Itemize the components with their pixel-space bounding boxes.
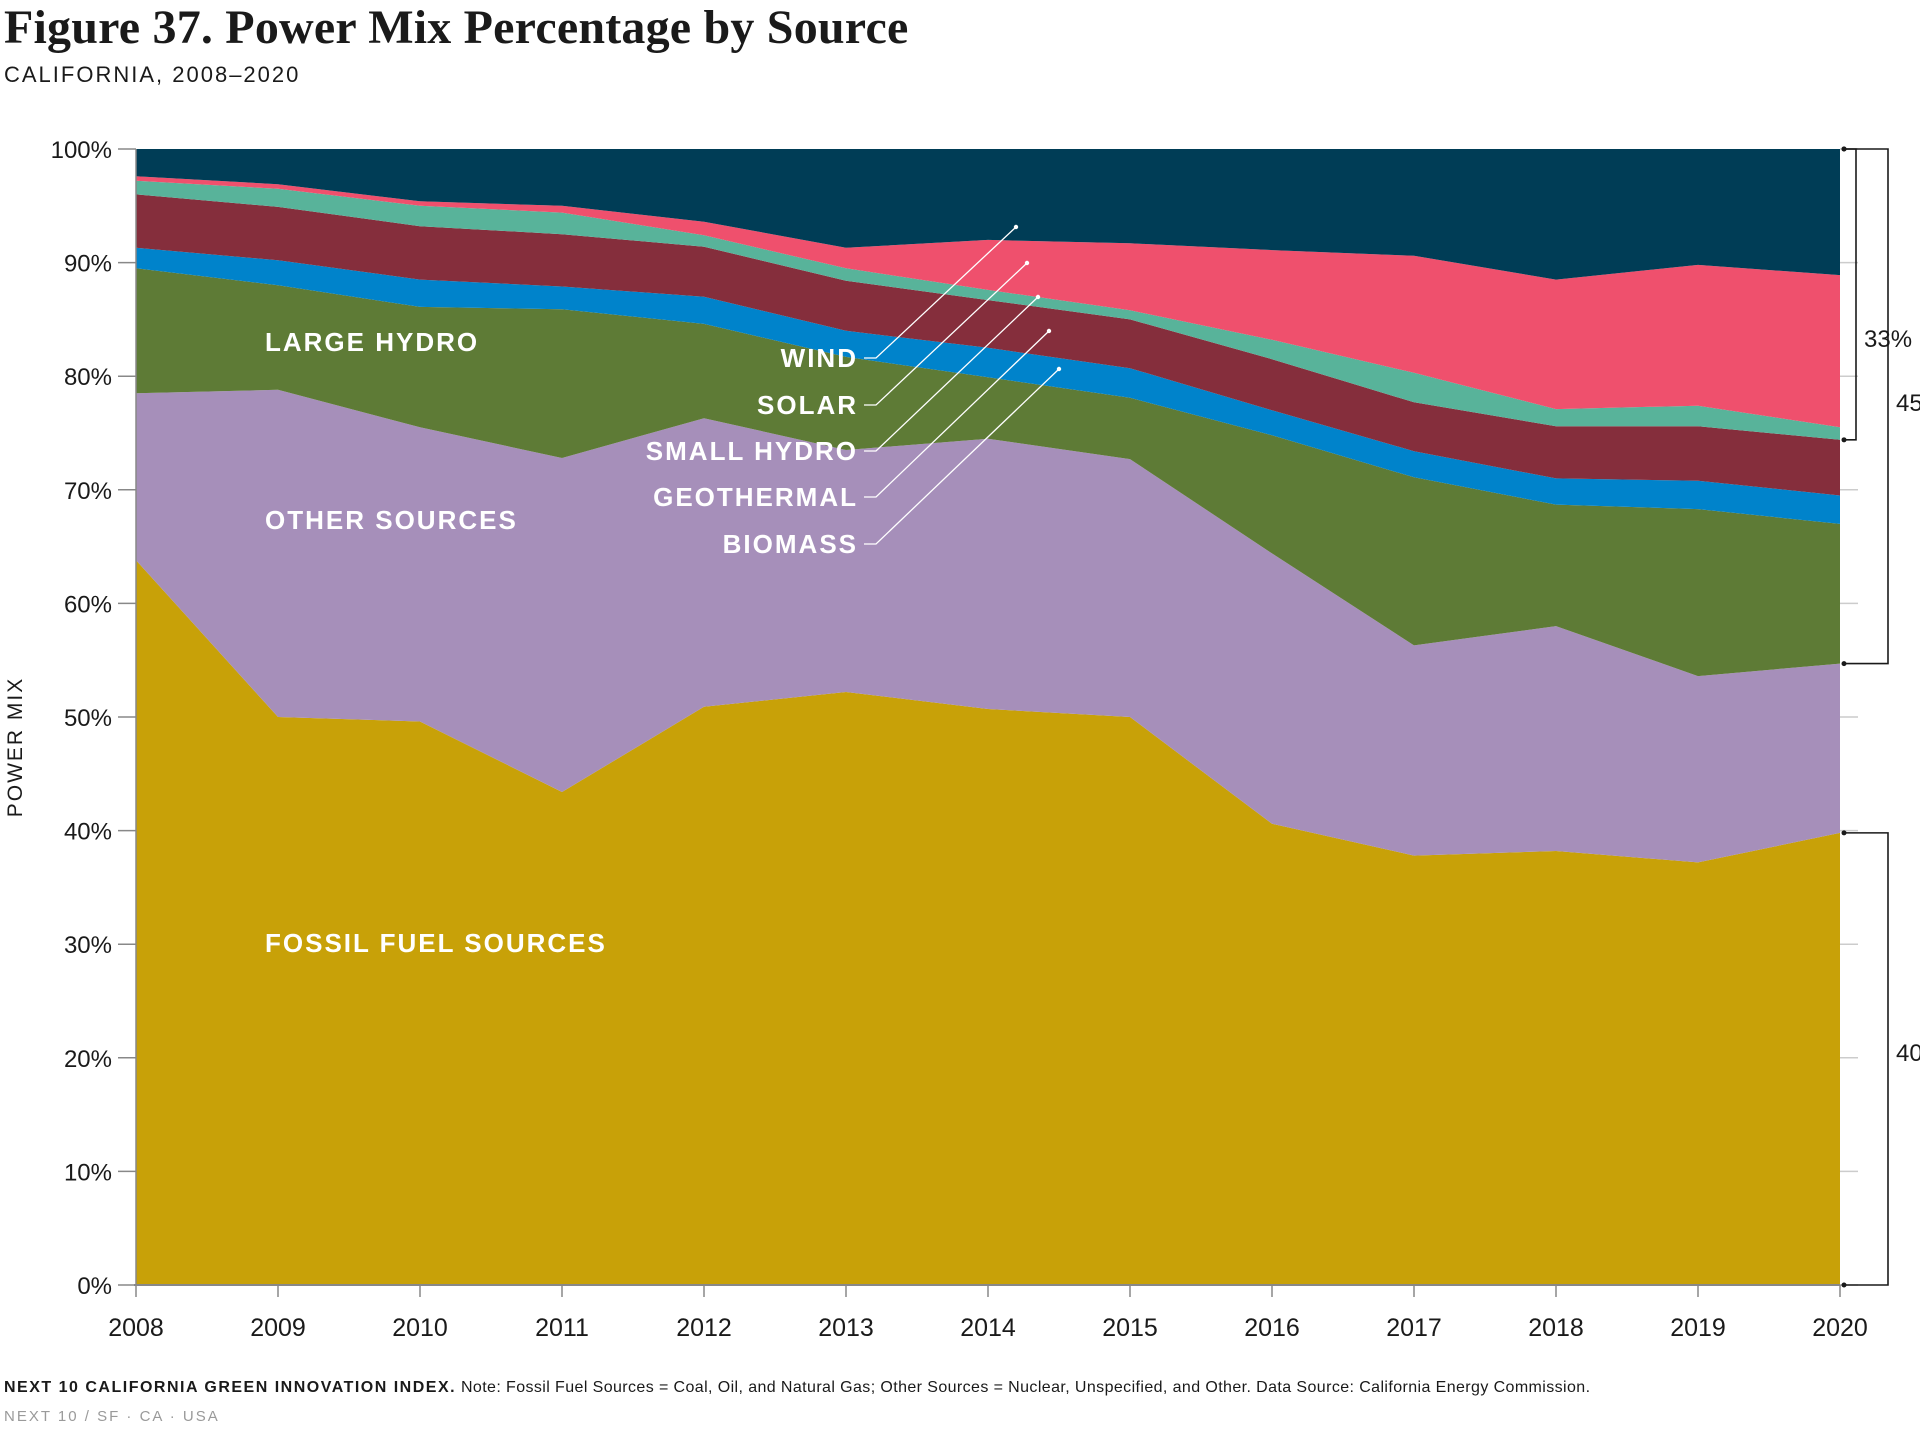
leader-small-hydro: [864, 296, 1039, 452]
leader-solar: [864, 262, 1028, 406]
x-tick-label: 2008: [108, 1314, 164, 1342]
y-tick-label: 60%: [64, 591, 112, 618]
area-geothermal: [136, 180, 1840, 440]
label-biomass: BIOMASS: [723, 529, 858, 559]
y-tick-label: 90%: [64, 251, 112, 278]
y-tick-label: 100%: [51, 137, 112, 164]
label-large-hydro: LARGE HYDRO: [265, 327, 479, 357]
bracket-renewables: 45%: [1841, 146, 1920, 667]
area-solar: [136, 176, 1840, 428]
label-leader-lines: [864, 224, 1062, 545]
x-tick-label: 2012: [676, 1314, 732, 1342]
label-small-hydro: SMALL HYDRO: [646, 436, 858, 466]
area-wind: [136, 149, 1840, 280]
leader-wind: [864, 226, 1017, 359]
y-tick-label: 80%: [64, 364, 112, 391]
bracket-fossil-dot-top: [1841, 830, 1847, 836]
credit-line: NEXT 10 / SF · CA · USA: [4, 1408, 220, 1425]
label-other: OTHER SOURCES: [265, 505, 518, 535]
y-tick-label: 30%: [64, 932, 112, 959]
x-tick-label: 2011: [535, 1314, 589, 1342]
bracket-renewables-dot-top: [1841, 146, 1847, 152]
bracket-renewables-dot-bottom: [1841, 661, 1847, 667]
leader-dot-small-hydro: [1035, 294, 1041, 300]
y-tick-label: 50%: [64, 705, 112, 732]
area-fossil-fuel-sources: [136, 560, 1840, 1285]
leader-dot-biomass: [1056, 366, 1062, 372]
label-solar: SOLAR: [757, 390, 858, 420]
footnote-note: Note: Fossil Fuel Sources = Coal, Oil, a…: [460, 1379, 1591, 1396]
bracket-wind-solar-dot-bottom: [1841, 437, 1847, 443]
x-tick-label: 2017: [1386, 1314, 1442, 1342]
x-tick-label: 2016: [1244, 1314, 1300, 1342]
series-labels: FOSSIL FUEL SOURCES OTHER SOURCES LARGE HY…: [265, 327, 858, 958]
y-tick-label: 70%: [64, 478, 112, 505]
area-large-hydro: [136, 268, 1840, 677]
x-tick-label: 2014: [960, 1314, 1016, 1342]
bracket-wind-solar-line: [1844, 148, 1857, 441]
y-tick-label: 40%: [64, 819, 112, 846]
y-tick-label: 20%: [64, 1046, 112, 1073]
leader-dot-solar: [1024, 260, 1030, 266]
y-tick-label: 10%: [64, 1159, 112, 1186]
x-tick-label: 2009: [250, 1314, 306, 1342]
label-fossil: FOSSIL FUEL SOURCES: [265, 928, 607, 958]
leader-geothermal: [864, 330, 1050, 498]
chart-axes: 0% 10% 20% 30% 40% 50% 60% 70% 80% 90% 100% 2008 200…: [4, 137, 1868, 1342]
summary-brackets: 33%45%40%: [1841, 146, 1920, 1288]
bracket-fossil: 40%: [1841, 830, 1920, 1288]
bracket-renewables-label: 45%: [1896, 390, 1920, 417]
area-other-sources: [136, 389, 1840, 863]
bracket-label-bg: [1894, 1038, 1920, 1069]
bracket-renewables-line: [1844, 148, 1889, 665]
leader-biomass: [864, 368, 1060, 545]
x-tick-label: 2010: [392, 1314, 448, 1342]
label-geothermal: GEOTHERMAL: [653, 482, 858, 512]
bracket-fossil-label: 40%: [1896, 1040, 1920, 1067]
chart-title: Figure 37. Power Mix Percentage by Sourc…: [4, 1, 909, 54]
bracket-fossil-line: [1844, 832, 1889, 1286]
leader-dot-geothermal: [1046, 328, 1052, 334]
bracket-fossil-dot-bottom: [1841, 1282, 1847, 1288]
x-tick-label: 2020: [1812, 1314, 1868, 1342]
leader-dot-wind: [1013, 224, 1019, 230]
label-wind: WIND: [781, 343, 858, 373]
x-tick-label: 2019: [1670, 1314, 1726, 1342]
area-small-hydro: [136, 247, 1840, 524]
x-tick-label: 2015: [1102, 1314, 1158, 1342]
bracket-label-bg: [1894, 388, 1920, 419]
x-tick-label: 2013: [818, 1314, 874, 1342]
y-axis-title: POWER MIX: [4, 677, 27, 818]
footnote: NEXT 10 CALIFORNIA GREEN INNOVATION INDE…: [4, 1379, 1590, 1397]
footnote-source-lead: NEXT 10 CALIFORNIA GREEN INNOVATION INDE…: [4, 1379, 457, 1396]
chart-subtitle: CALIFORNIA, 2008–2020: [4, 62, 301, 87]
power-mix-chart: 0% 10% 20% 30% 40% 50% 60% 70% 80% 90% 100% 2008 200…: [4, 137, 1920, 1342]
x-tick-label: 2018: [1528, 1314, 1584, 1342]
y-tick-label: 0%: [77, 1273, 112, 1300]
area-layers: [136, 149, 1840, 1285]
